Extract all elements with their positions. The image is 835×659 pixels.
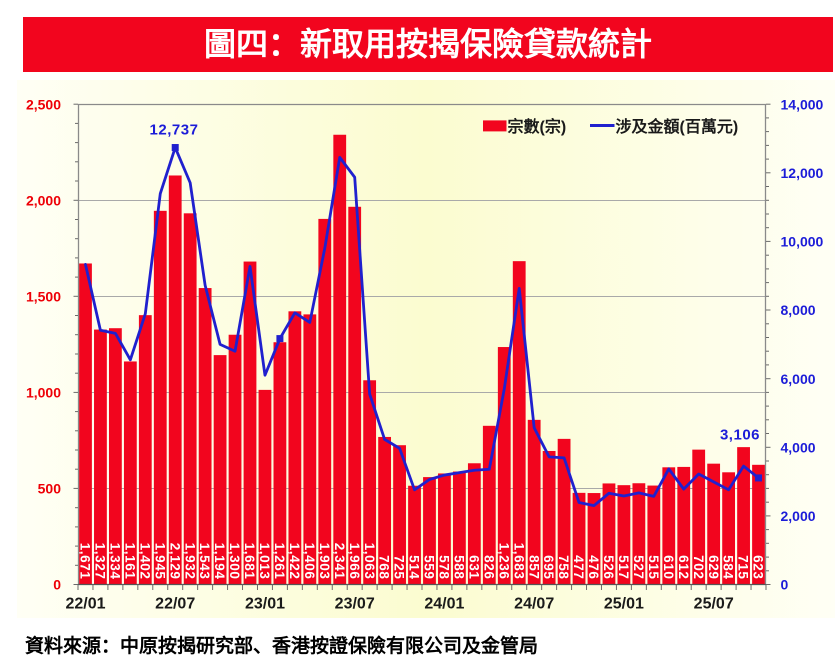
svg-text:758: 758 [556,555,571,579]
svg-text:23/07: 23/07 [335,596,375,613]
svg-text:1,932: 1,932 [182,543,197,580]
svg-text:1,543: 1,543 [197,543,212,580]
svg-text:1,261: 1,261 [272,543,287,580]
svg-text:8,000: 8,000 [781,302,816,318]
svg-text:695: 695 [541,555,556,579]
svg-text:526: 526 [601,555,616,579]
svg-text:1,327: 1,327 [93,543,108,580]
svg-text:2,500: 2,500 [26,96,61,112]
svg-text:1,966: 1,966 [347,543,362,580]
svg-text:1,161: 1,161 [122,543,137,580]
svg-text:629: 629 [706,555,721,579]
svg-text:涉及金額(百萬元): 涉及金額(百萬元) [616,117,739,136]
svg-text:3,106: 3,106 [720,427,760,444]
svg-text:1,422: 1,422 [287,543,302,580]
svg-text:1,334: 1,334 [107,543,122,580]
svg-text:1,681: 1,681 [242,543,257,580]
svg-text:517: 517 [616,555,631,579]
svg-text:25/07: 25/07 [694,596,734,613]
svg-text:14,000: 14,000 [781,96,824,112]
svg-text:527: 527 [631,555,646,579]
svg-text:702: 702 [691,555,706,579]
svg-text:22/07: 22/07 [155,596,195,613]
svg-text:1,300: 1,300 [227,543,242,580]
svg-text:1,406: 1,406 [302,543,317,580]
svg-text:1,945: 1,945 [152,543,167,580]
svg-text:1,683: 1,683 [511,543,526,580]
svg-text:631: 631 [466,555,481,579]
svg-text:1,402: 1,402 [137,543,152,580]
svg-text:25/01: 25/01 [604,596,644,613]
svg-text:610: 610 [661,555,676,579]
svg-text:12,000: 12,000 [781,165,824,181]
svg-text:1,000: 1,000 [26,385,61,401]
svg-text:4,000: 4,000 [781,440,816,456]
svg-text:10,000: 10,000 [781,234,824,250]
svg-text:514: 514 [407,555,422,579]
svg-text:1,903: 1,903 [317,543,332,580]
svg-text:0: 0 [781,577,789,593]
svg-text:826: 826 [481,555,496,579]
svg-text:24/01: 24/01 [424,596,464,613]
svg-text:559: 559 [422,555,437,579]
svg-text:12,737: 12,737 [150,121,199,138]
svg-text:2,000: 2,000 [781,508,816,524]
svg-text:1,194: 1,194 [212,543,227,580]
svg-text:2,341: 2,341 [332,543,347,580]
svg-text:1,063: 1,063 [362,543,377,580]
svg-text:1,500: 1,500 [26,289,61,305]
svg-text:24/07: 24/07 [514,596,554,613]
svg-text:623: 623 [751,555,766,579]
svg-text:宗數(宗): 宗數(宗) [508,117,567,136]
svg-text:0: 0 [53,577,61,593]
svg-text:23/01: 23/01 [245,596,285,613]
svg-text:477: 477 [571,555,586,579]
svg-text:2,129: 2,129 [167,543,182,580]
svg-text:612: 612 [676,555,691,579]
svg-text:584: 584 [721,555,736,579]
svg-text:1,236: 1,236 [496,543,511,580]
svg-text:500: 500 [38,481,62,497]
svg-text:1,671: 1,671 [78,543,93,580]
svg-text:768: 768 [377,555,392,579]
svg-text:715: 715 [736,555,751,579]
svg-text:725: 725 [392,555,407,579]
svg-text:1,013: 1,013 [257,543,272,580]
svg-text:476: 476 [586,555,601,579]
svg-text:588: 588 [451,555,466,579]
svg-text:6,000: 6,000 [781,371,816,387]
svg-text:857: 857 [526,555,541,579]
svg-text:2,000: 2,000 [26,193,61,209]
svg-text:22/01: 22/01 [65,596,105,613]
svg-text:515: 515 [646,555,661,579]
svg-text:578: 578 [437,555,452,579]
